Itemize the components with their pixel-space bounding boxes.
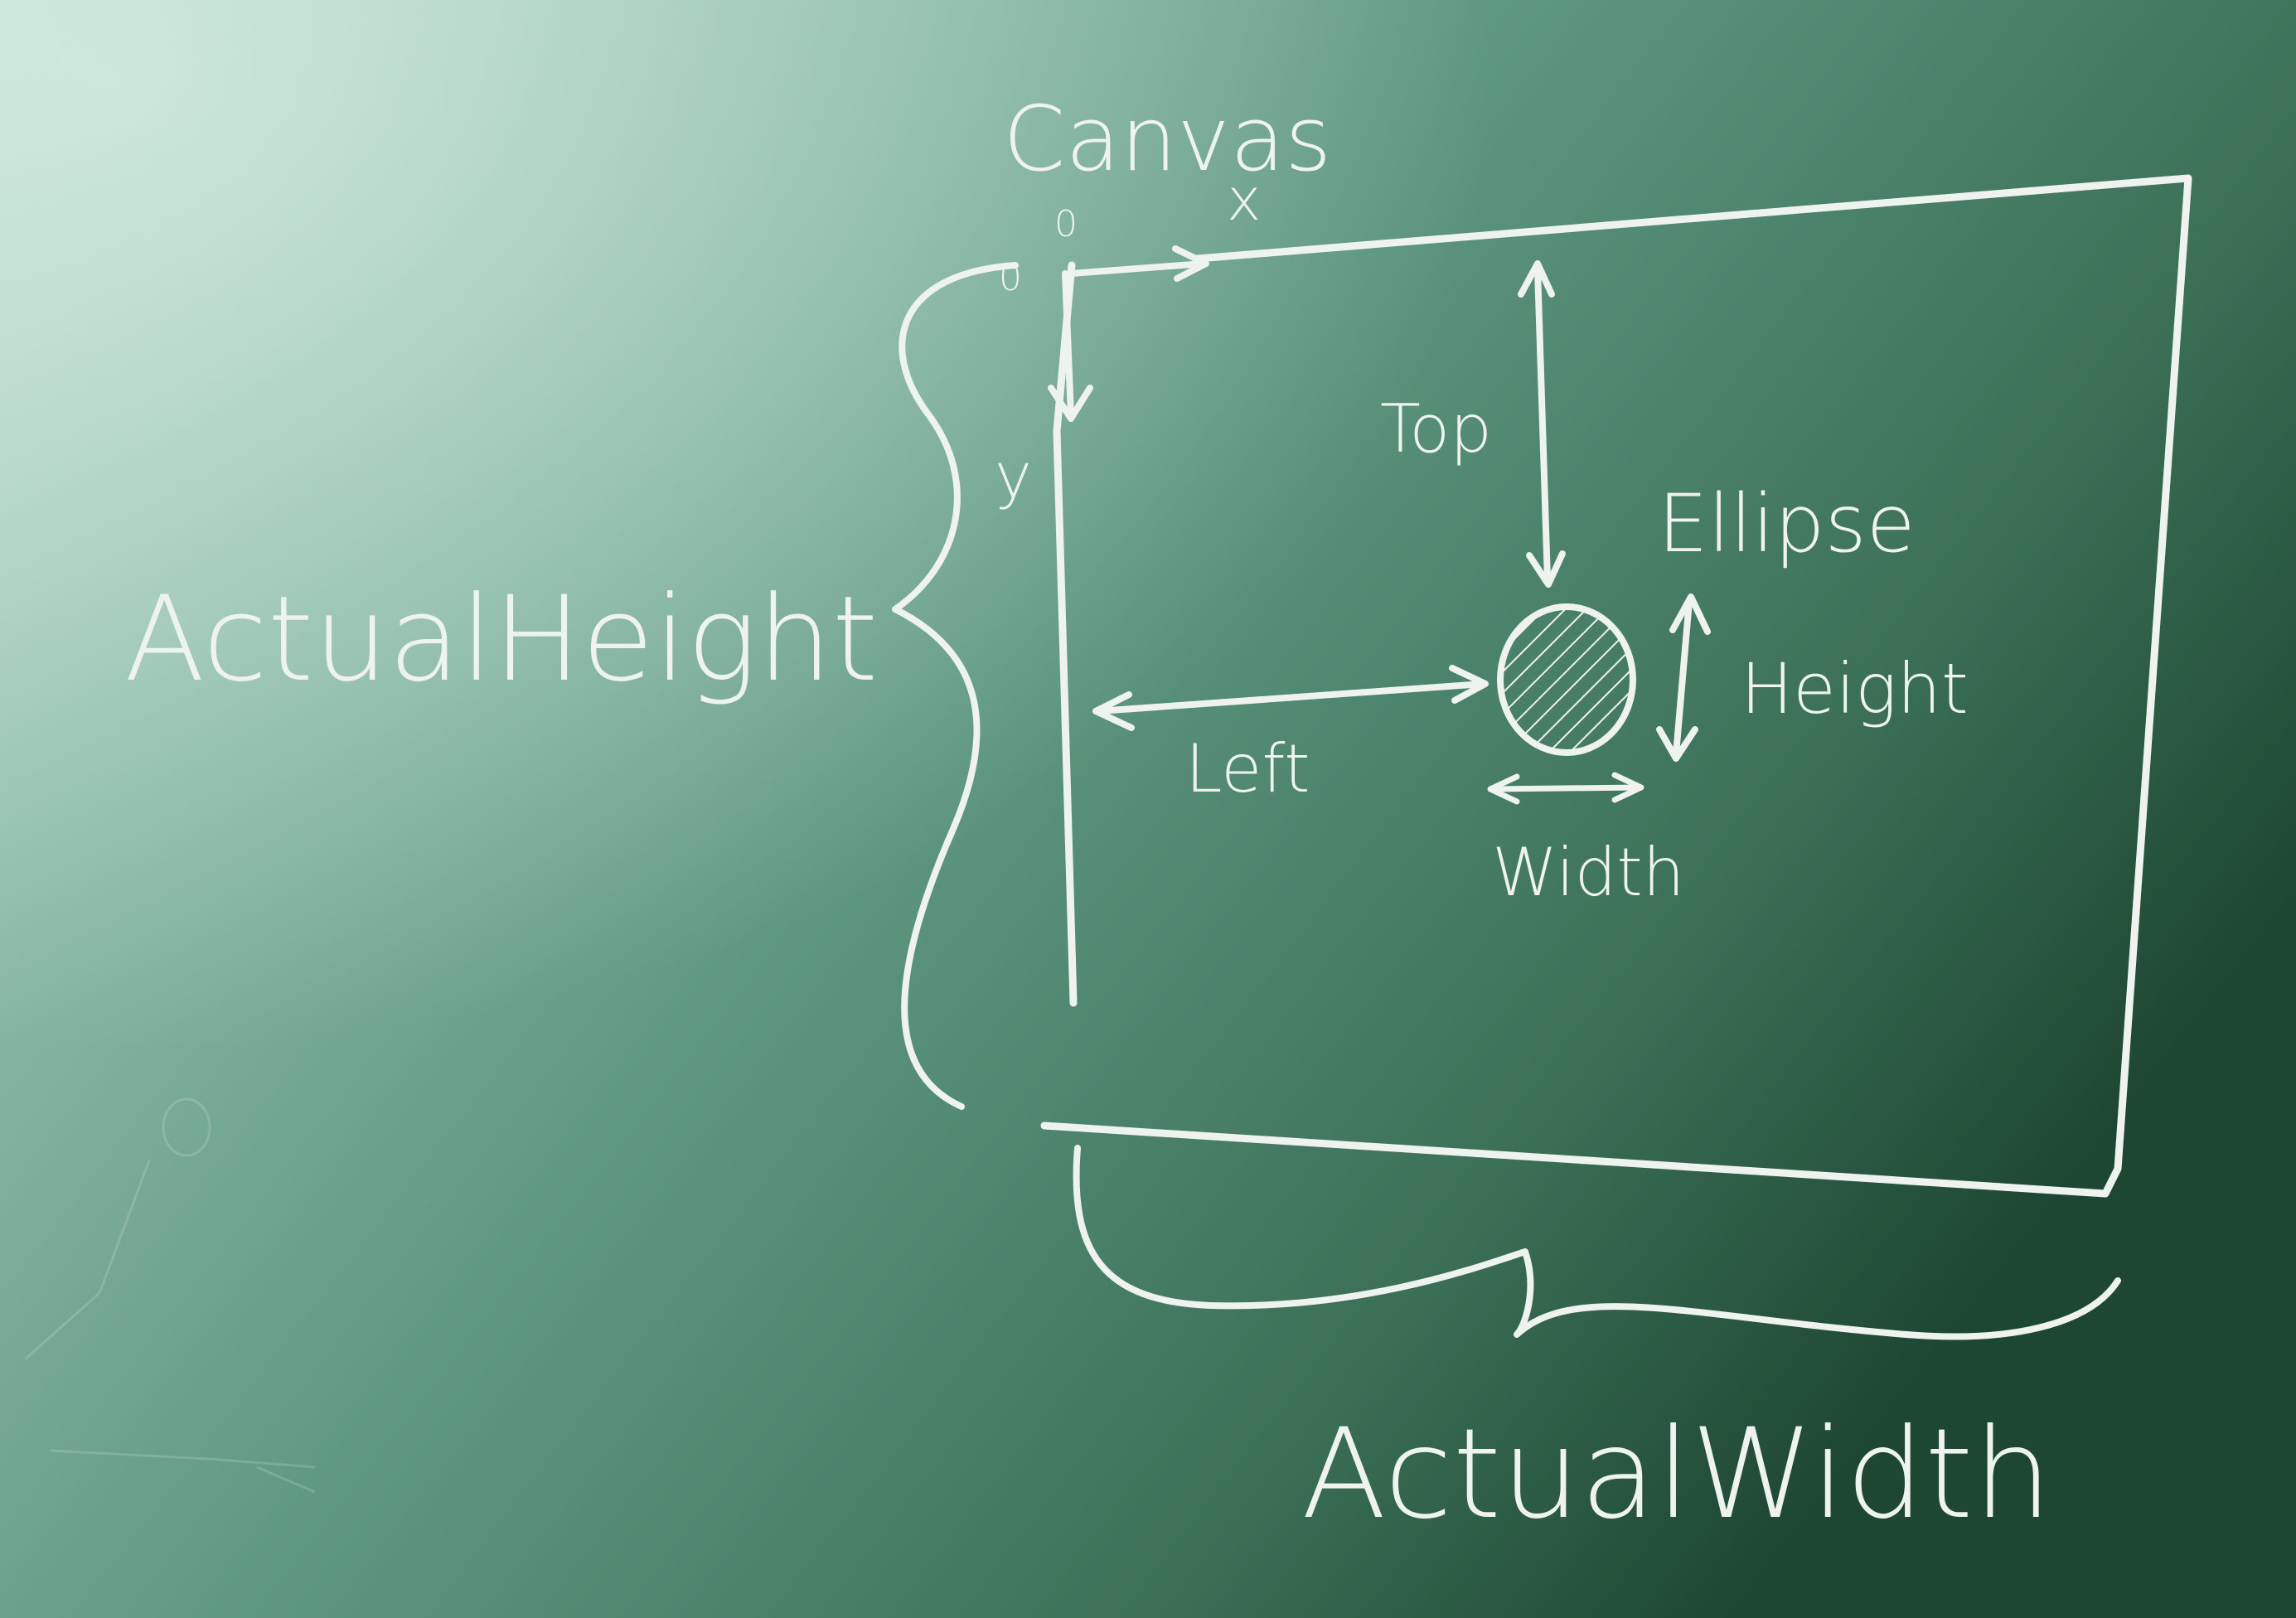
height-label: Height [1741, 648, 1969, 729]
left-label: Left [1185, 730, 1310, 807]
erased-smudges [24, 1097, 316, 1494]
top-label: Top [1380, 390, 1492, 467]
actual-width-brace [1073, 1145, 2121, 1340]
y-axis-label: y [995, 438, 1032, 512]
actual-height-label: ActualHeight [124, 571, 878, 708]
actual-height-brace [892, 262, 1019, 1110]
actual-width-label: ActualWidth [1301, 1402, 2052, 1547]
width-label: Width [1492, 834, 1684, 911]
height-arrow [1656, 593, 1711, 762]
left-arrow [1092, 665, 1489, 731]
y-axis-arrow [1048, 270, 1093, 422]
canvas-label: Canvas [1003, 88, 1331, 191]
ellipse-shape [1497, 603, 1636, 756]
x-axis-arrow [1068, 245, 1209, 282]
top-arrow [1518, 260, 1566, 588]
width-arrow [1487, 772, 1644, 805]
canvas-frame [1040, 174, 2192, 1198]
origin-x-label: 0 [1054, 203, 1078, 245]
x-axis-label: x [1227, 166, 1261, 234]
ellipse-label: Ellipse [1658, 477, 1916, 570]
